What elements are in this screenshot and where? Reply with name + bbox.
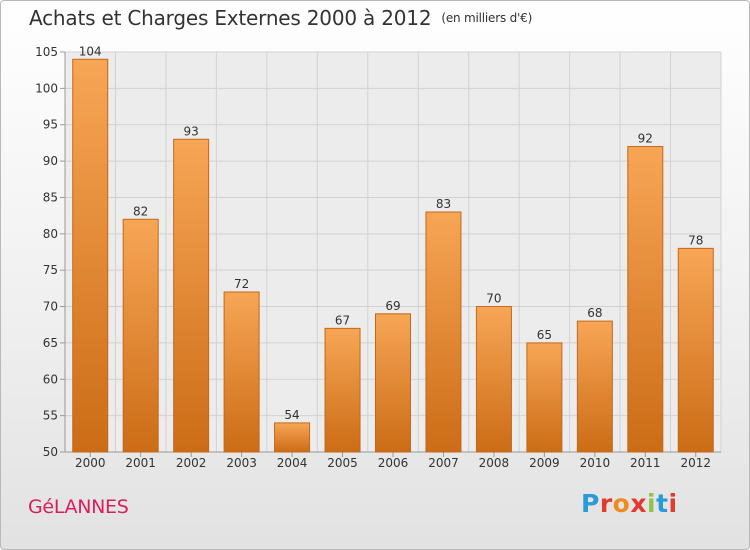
- y-tick-label: 55: [43, 409, 58, 423]
- x-tick-label: 2007: [428, 456, 459, 470]
- logo-letter: t: [656, 489, 669, 518]
- data-labels: 104 82 93 72 54 67 69 83 70 65 68 92 78: [79, 44, 704, 422]
- logo-letter: x: [630, 489, 647, 518]
- x-tick-label: 2000: [75, 456, 106, 470]
- logo-letter: o: [612, 489, 631, 518]
- x-tick-label: 2005: [327, 456, 358, 470]
- data-label: 68: [587, 306, 602, 320]
- x-tick-label: 2008: [479, 456, 510, 470]
- bar: [576, 320, 613, 453]
- data-label: 67: [335, 313, 350, 327]
- data-label: 78: [688, 233, 703, 247]
- bar: [173, 138, 210, 453]
- data-label: 70: [486, 292, 501, 306]
- x-tick-label: 2001: [125, 456, 156, 470]
- axes: 50 55 60 65 70 75 80 85 90 95 100 105 2000 2001 2002 20…: [35, 45, 721, 470]
- data-label: 72: [234, 277, 249, 291]
- bar: [324, 327, 361, 453]
- bar: [274, 422, 311, 453]
- y-tick-label: 90: [43, 154, 58, 168]
- y-tick-label: 105: [35, 45, 58, 59]
- bar: [475, 306, 512, 453]
- x-tick-label: 2006: [378, 456, 409, 470]
- y-tick-label: 85: [43, 190, 58, 204]
- x-tick-label: 2009: [529, 456, 560, 470]
- y-tick-label: 75: [43, 263, 58, 277]
- data-label: 104: [79, 44, 102, 58]
- bar: [425, 211, 462, 453]
- logo-letter: i: [668, 489, 678, 518]
- x-tick-label: 2003: [226, 456, 257, 470]
- y-tick-label: 50: [43, 445, 58, 459]
- y-tick-label: 70: [43, 300, 58, 314]
- y-tick-label: 80: [43, 227, 58, 241]
- y-tick-label: 95: [43, 118, 58, 132]
- bars: [72, 58, 714, 453]
- y-tick-label: 100: [35, 81, 58, 95]
- bar: [375, 313, 411, 453]
- data-label: 82: [133, 204, 148, 218]
- logo-letter: i: [647, 489, 657, 518]
- proxiti-logo: Proxiti: [581, 489, 678, 518]
- data-label: 65: [537, 328, 552, 342]
- bar: [526, 342, 563, 453]
- logo-letter: r: [599, 489, 613, 518]
- bar: [627, 146, 664, 453]
- commune-name: GéLANNES: [28, 496, 129, 518]
- bar: [677, 247, 714, 453]
- bar: [72, 58, 109, 453]
- x-tick-label: 2002: [176, 456, 207, 470]
- x-tick-label: 2011: [630, 456, 661, 470]
- data-label: 54: [284, 408, 299, 422]
- x-tick-label: 2012: [680, 456, 711, 470]
- data-label: 93: [184, 124, 199, 138]
- chart-title: Achats et Charges Externes 2000 à 2012 (e…: [29, 6, 532, 30]
- bar: [122, 218, 159, 453]
- x-tick-label: 2004: [277, 456, 308, 470]
- data-label: 92: [638, 132, 653, 146]
- logo-letter: P: [581, 489, 600, 518]
- chart-unit: (en milliers d'€): [441, 11, 533, 25]
- data-label: 69: [385, 299, 400, 313]
- x-tick-label: 2010: [580, 456, 611, 470]
- chart-title-text: Achats et Charges Externes 2000 à 2012: [29, 6, 432, 30]
- data-label: 83: [436, 197, 451, 211]
- y-tick-label: 65: [43, 336, 58, 350]
- y-tick-label: 60: [43, 372, 58, 386]
- bar: [223, 291, 260, 453]
